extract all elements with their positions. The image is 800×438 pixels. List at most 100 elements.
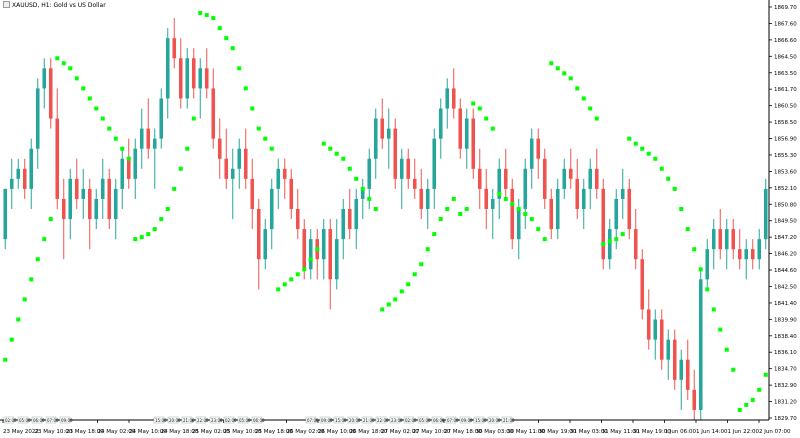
time-tick-label: 27 May 18:00: [444, 429, 482, 435]
time-separator-box: [459, 416, 471, 424]
time-separator-tag: 09:00: [59, 416, 73, 424]
candle-body: [750, 249, 755, 260]
time-separator-label: 22:00: [377, 418, 389, 423]
time-tick-label: 25 May 02:00: [192, 429, 230, 435]
sar-dot: [555, 66, 560, 71]
candle-body: [68, 178, 73, 220]
price-axis[interactable]: 1869.70 1867.60 1866.60 1864.50 1863.50 1861.…: [768, 0, 797, 422]
time-separator-tag: 02:00: [223, 416, 237, 424]
sar-dot: [737, 407, 742, 412]
candle-body: [510, 188, 515, 240]
time-separator-box: [181, 416, 193, 424]
candle-body: [16, 168, 21, 179]
time-separator-box: [3, 416, 15, 424]
candle: [750, 239, 755, 270]
time-tick-label: 26 May 10:00: [318, 429, 356, 435]
candle: [48, 58, 53, 129]
time-separator-box: [333, 416, 345, 424]
candle-body: [276, 168, 281, 189]
sar-dot: [107, 126, 112, 131]
sar-dot: [146, 232, 151, 237]
candle-body: [477, 168, 482, 189]
candle-body: [217, 138, 222, 159]
candle: [9, 158, 14, 209]
time-tick-label: 23 May 2022: [3, 429, 39, 435]
candle: [724, 219, 729, 270]
time-separator-label: 22:00: [197, 418, 209, 423]
sar-dot: [503, 196, 508, 201]
sar-dot: [451, 196, 456, 201]
candle: [172, 18, 177, 69]
candle-body: [165, 38, 170, 99]
time-separator-label: 02:00: [5, 418, 17, 423]
chart-title: XAUUSD, H1: Gold vs US Dollar: [3, 1, 106, 9]
price-tick-label: 1861.70: [774, 87, 797, 93]
candle-body: [256, 208, 261, 260]
sar-dot: [211, 16, 216, 21]
time-separator-label: 07:00: [47, 418, 59, 423]
candle: [276, 158, 281, 209]
sar-dot: [594, 116, 599, 121]
candle-body: [152, 138, 157, 149]
candle-body: [178, 58, 183, 99]
candle-body: [484, 188, 489, 209]
candle-body: [120, 158, 125, 189]
candle-body: [471, 118, 476, 169]
candle: [711, 219, 716, 270]
candle: [347, 188, 352, 240]
time-separator-box: [209, 416, 221, 424]
sar-dot: [250, 106, 255, 111]
candle-body: [243, 148, 248, 179]
sar-dot: [562, 71, 567, 76]
candle-body: [705, 249, 710, 280]
price-tick-label: 1832.90: [774, 383, 797, 389]
time-separator-label: 07:00: [447, 418, 459, 423]
candle: [757, 229, 762, 270]
time-separator-label: 02:00: [225, 418, 237, 423]
sar-dot: [484, 116, 489, 121]
candle-body: [451, 88, 456, 109]
time-separator-tag: 15:00: [153, 416, 167, 424]
candle: [204, 48, 209, 99]
candle-body: [562, 168, 567, 189]
price-tick-label: 1834.70: [774, 367, 797, 373]
time-tick-label: 24 May 10:00: [129, 429, 167, 435]
candle-body: [718, 229, 723, 250]
price-tick-label: 1838.40: [774, 334, 797, 340]
candle: [432, 128, 437, 209]
price-tick-label: 1852.10: [774, 186, 797, 192]
sar-dot: [373, 206, 378, 211]
candle-body: [640, 259, 645, 310]
time-separator-box: [305, 416, 317, 424]
candle: [666, 329, 671, 380]
time-separator-label: 20:00: [489, 418, 501, 423]
candle: [523, 158, 528, 230]
time-separator-tag: 22:00: [375, 416, 389, 424]
sar-dot: [360, 186, 365, 191]
sar-dot: [757, 387, 762, 392]
sar-dot: [393, 297, 398, 302]
candle-body: [633, 229, 638, 260]
sar-dot: [692, 247, 697, 252]
sar-dot: [601, 242, 606, 247]
time-separator-label: 09:00: [321, 418, 333, 423]
candle: [3, 188, 8, 250]
candle-body: [35, 88, 40, 149]
candle: [659, 309, 664, 370]
time-separator-tag: 15:00: [473, 416, 487, 424]
candle: [178, 38, 183, 109]
sar-dot: [698, 267, 703, 272]
price-tick-label: 1856.90: [774, 137, 797, 143]
candle-body: [191, 58, 196, 89]
time-separator-label: 20:00: [169, 418, 181, 423]
candle: [328, 219, 333, 310]
candle: [16, 158, 21, 189]
time-separator-label: 05:00: [239, 418, 251, 423]
candle-body: [503, 168, 508, 189]
candle: [438, 98, 443, 159]
candle-body: [172, 38, 177, 59]
candle-body: [289, 178, 294, 209]
